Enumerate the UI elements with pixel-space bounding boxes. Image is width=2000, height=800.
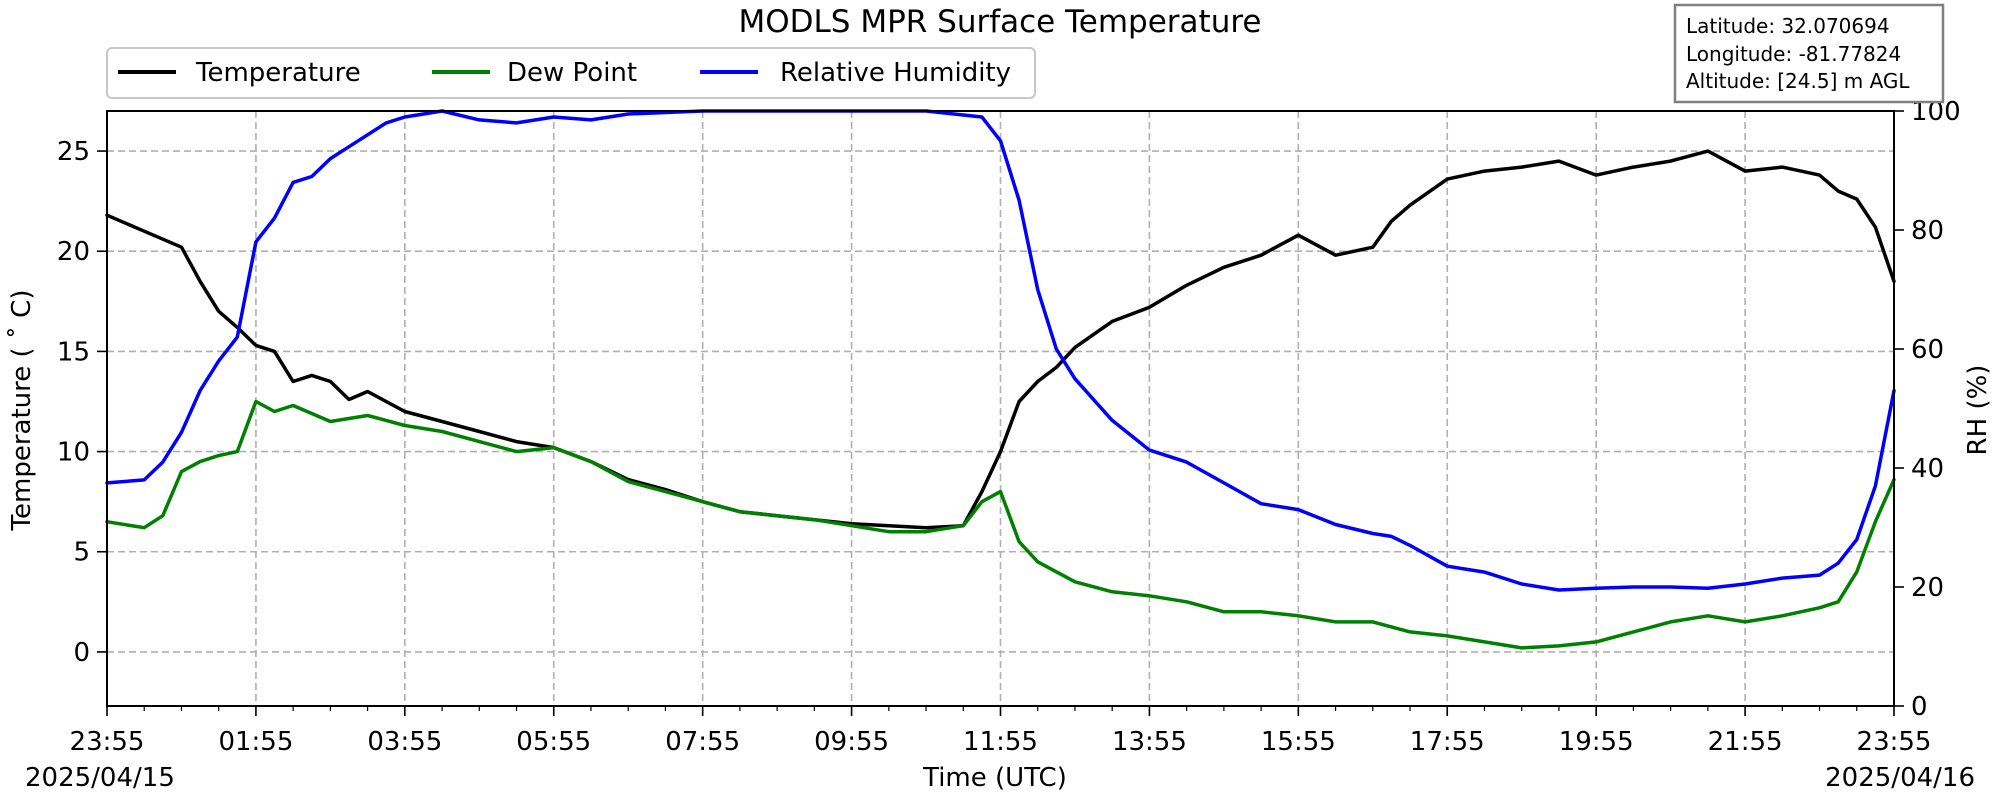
grid-lines [107, 111, 1894, 706]
legend-box [106, 47, 1036, 99]
y2-tick-label: 60 [1911, 335, 1944, 365]
x-tick-label: 23:55 [70, 727, 145, 757]
series-lines [105, 109, 1896, 650]
y2-tick-label: 80 [1911, 216, 1944, 246]
info-longitude: Longitude: -81.77824 [1686, 42, 1901, 66]
legend-temperature-label: Temperature [195, 58, 361, 88]
x-tick-label: 03:55 [367, 727, 442, 757]
y-tick-label: 25 [57, 137, 90, 167]
temperature-line [105, 149, 1896, 530]
info-altitude: Altitude: [24.5] m AGL [1686, 69, 1910, 93]
x-axis-label: Time (UTC) [922, 763, 1067, 793]
x-tick-label: 17:55 [1410, 727, 1485, 757]
y2-tick-label: 40 [1911, 454, 1944, 484]
x-tick-label: 07:55 [665, 727, 740, 757]
chart-title: MODLS MPR Surface Temperature [739, 4, 1262, 40]
date-end-label: 2025/04/16 [1825, 763, 1975, 793]
y-axis-label: Temperature ( ˚ C) [7, 290, 37, 532]
legend-dewpoint-label: Dew Point [507, 58, 637, 88]
x-tick-label: 21:55 [1708, 727, 1783, 757]
x-tick-label: 15:55 [1261, 727, 1336, 757]
x-tick-label: 13:55 [1112, 727, 1187, 757]
y-tick-label: 20 [57, 237, 90, 267]
y-tick-label: 5 [73, 538, 90, 568]
y-tick-label: 15 [57, 337, 90, 367]
axis-ticks: 23:55 01:55 03:55 05:55 07:55 09:55 11:55 13:55… [57, 97, 1961, 757]
dew-point-line [105, 399, 1896, 650]
x-tick-label: 09:55 [814, 727, 889, 757]
y2-tick-label: 20 [1911, 573, 1944, 603]
x-tick-label: 01:55 [218, 727, 293, 757]
y2-tick-label: 0 [1911, 692, 1928, 722]
date-start-label: 2025/04/15 [25, 763, 175, 793]
legend: Temperature Dew Point Relative Humidity [106, 47, 1036, 99]
legend-rh-label: Relative Humidity [780, 58, 1011, 88]
info-box-frame [1673, 3, 1945, 104]
y-tick-label: 10 [57, 438, 90, 468]
y-tick-label: 0 [73, 638, 90, 668]
relative-humidity-line [105, 109, 1896, 592]
x-tick-label: 19:55 [1559, 727, 1634, 757]
info-latitude: Latitude: 32.070694 [1686, 14, 1890, 38]
x-tick-label: 23:55 [1857, 727, 1932, 757]
x-tick-label: 05:55 [516, 727, 591, 757]
y2-axis-label: RH (%) [1963, 365, 1993, 456]
location-info-box: Latitude: 32.070694 Longitude: -81.77824… [1673, 3, 1945, 104]
x-tick-label: 11:55 [963, 727, 1038, 757]
